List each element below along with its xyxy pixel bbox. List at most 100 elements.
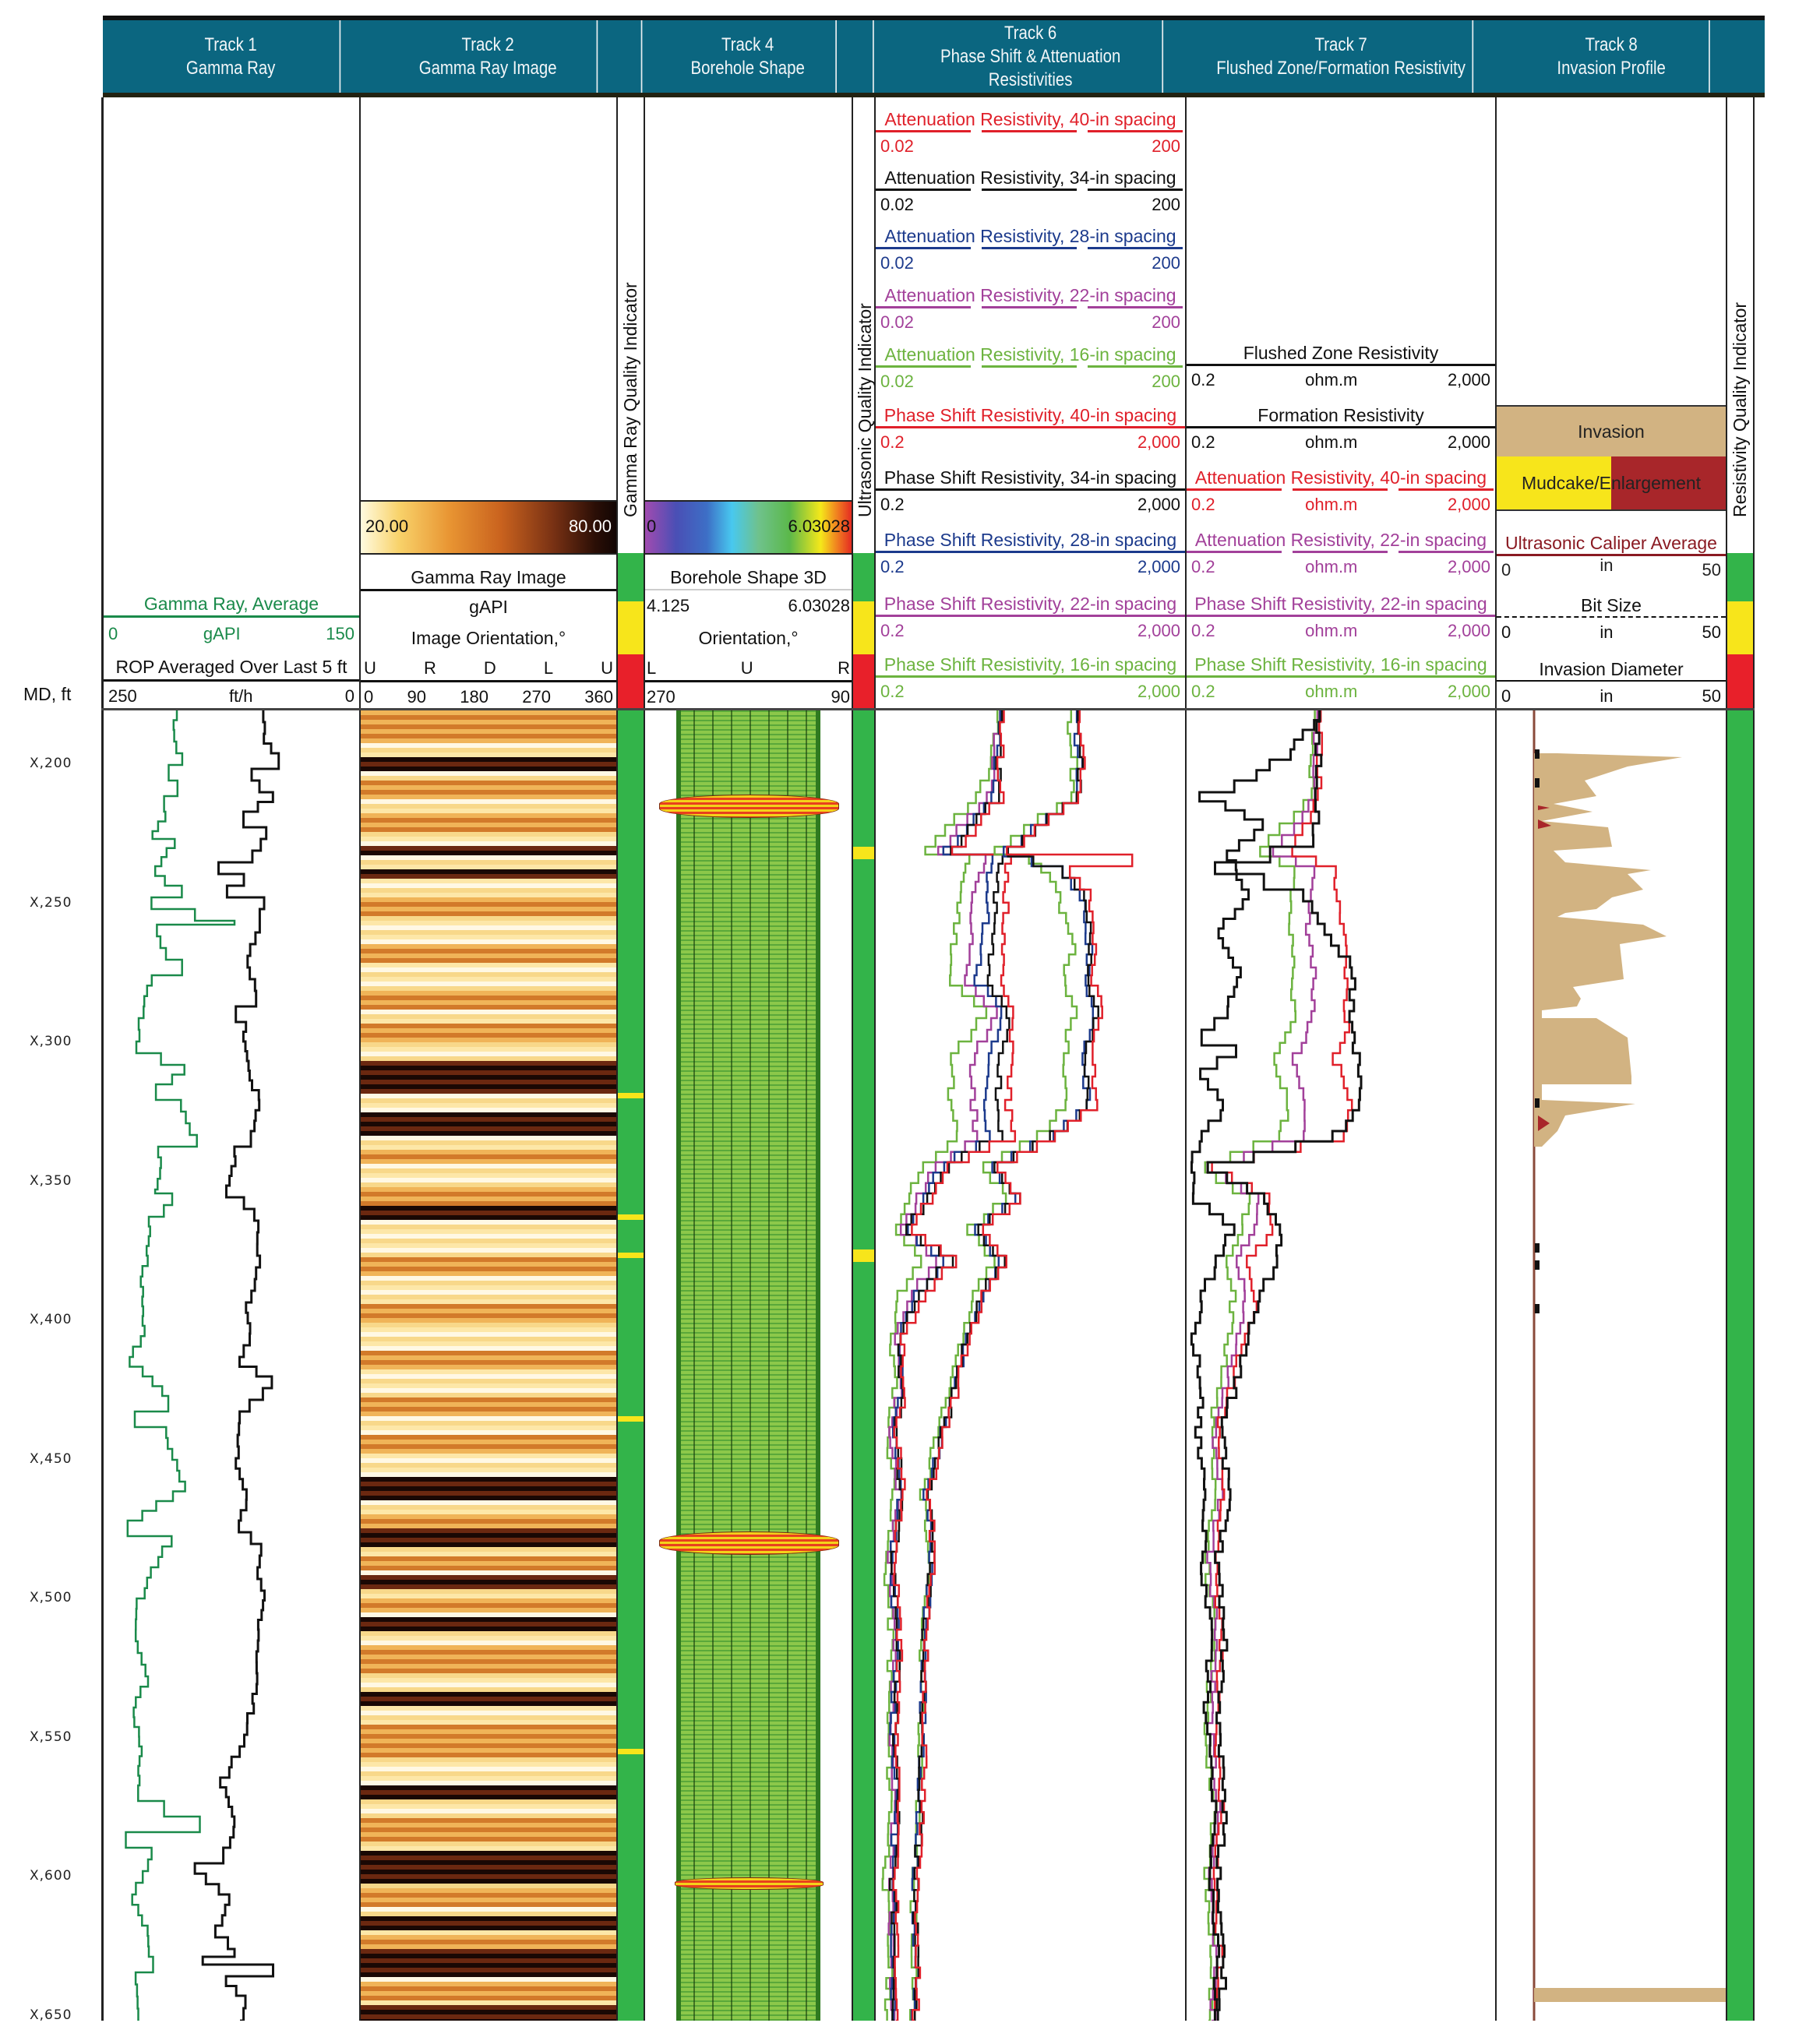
track1-header-number: Track 1 (204, 33, 257, 55)
bitsize-title: Bit Size (1581, 595, 1642, 615)
range-min: 0.2 (1191, 432, 1215, 452)
gr-image-orient-line (361, 680, 616, 682)
mudcake-legend-box: Mudcake/Enlargement (1497, 456, 1726, 511)
gr-average-line (104, 615, 359, 618)
gr-quality-indicator-label: Gamma Ray Quality Indicator (620, 282, 640, 517)
range-max: 2,000 (1447, 682, 1490, 701)
track6-curve-0-label: Attenuation Resistivity, 40-in spacing (884, 109, 1176, 129)
depth-tick: X,650 (30, 2007, 72, 2023)
us-qi-header (854, 20, 874, 93)
us-qi-flag (853, 847, 874, 859)
range-unit: ohm.m (1305, 682, 1358, 701)
track7-curve-1-label: Formation Resistivity (1257, 405, 1424, 425)
borehole-orientation-label: Orientation,° (698, 628, 799, 648)
res-qi-legend-bad (1727, 654, 1753, 708)
track7-curve-4-line (1187, 615, 1495, 617)
range-min: 0.2 (880, 432, 905, 452)
orient-value: 90 (407, 687, 426, 707)
invasion-fill (1534, 1988, 1726, 2002)
gr-qi-legend-warn (618, 601, 644, 654)
orient-letter: D (483, 658, 496, 678)
invdiam-max: 50 (1702, 686, 1721, 706)
track6-curve-4-label: Attenuation Resistivity, 16-in spacing (884, 344, 1176, 365)
depth-tick: X,350 (30, 1173, 72, 1189)
track6-header-number: Track 6 (1004, 22, 1057, 44)
track6-curve-3-range: 0.02 200 (876, 313, 1185, 332)
track4-header-title: Borehole Shape (690, 57, 805, 79)
orient-letter: U (740, 658, 753, 678)
res-qi-legend-warn (1727, 601, 1753, 654)
caliper-range: 0 in 50 (1497, 556, 1726, 580)
track7-resistivity-curve (1206, 710, 1363, 2021)
track7-resistivity-curve (1206, 710, 1319, 2021)
gr-qi-right-border (644, 97, 645, 2021)
track2-header-title: Gamma Ray Image (418, 57, 557, 79)
gr-image-colorbar-range: 20.00 80.00 (361, 517, 616, 536)
gr-qi-flag (618, 1214, 644, 1220)
track7-curve-2-line (1187, 488, 1495, 491)
track1-header: Track 1 Gamma Ray (122, 20, 341, 93)
track1-left-border (101, 97, 104, 2021)
track8-header: Track 8 Invasion Profile (1514, 20, 1710, 93)
range-min: 0.2 (1191, 495, 1215, 514)
res-qi-header (1730, 20, 1762, 93)
track6-resistivity-curve (888, 710, 1011, 2021)
header-bar: Track 1 Gamma Ray Track 2 Gamma Ray Imag… (103, 16, 1765, 97)
invasion-diameter-title: Invasion Diameter (1539, 659, 1684, 679)
track6-curve-1-line (876, 189, 1185, 191)
rop-max: 0 (344, 686, 354, 706)
track6-header: Track 6 Phase Shift & Attenuation Resist… (899, 20, 1164, 93)
track1-header-title: Gamma Ray (185, 57, 276, 79)
track6-resistivity-curve (912, 710, 1099, 2021)
rop-curve (193, 710, 280, 2021)
gr-image-title: Gamma Ray Image (411, 567, 566, 587)
range-min: 0.2 (880, 621, 905, 640)
gr-image-unit: gAPI (469, 597, 508, 617)
track6-right-border (1185, 97, 1187, 2021)
track6-curve-8-line (876, 615, 1185, 617)
range-min: 0.2 (1191, 370, 1215, 389)
track6-curve-3-line (876, 306, 1185, 308)
bitsize-mark (1535, 1304, 1540, 1313)
borehole-range-max: 6.03028 (788, 596, 850, 615)
track7-resistivity-curve (1190, 710, 1321, 2021)
track7-curve-3-line (1187, 551, 1495, 553)
gr-qi-flag (618, 1253, 644, 1258)
bitsize-line (1497, 616, 1726, 618)
borehole-orient-line (645, 680, 852, 682)
gr-image-orient-values: 0 90 180 270 360 (361, 688, 616, 707)
gr-qi-header (619, 20, 643, 93)
orient-letter: U (601, 658, 613, 678)
range-min: 0.2 (880, 682, 905, 701)
range-min: 0.02 (880, 136, 914, 156)
borehole-scale-max: 6.03028 (788, 516, 850, 536)
track6-curve-0-range: 0.02 200 (876, 137, 1185, 156)
track6-curve-6-range: 0.2 2,000 (876, 495, 1185, 514)
gr-image-colorbar (361, 500, 616, 555)
range-min: 0.2 (880, 557, 905, 576)
track2-right-border (616, 97, 618, 2021)
rop-title: ROP Averaged Over Last 5 ft (115, 657, 347, 677)
track8-header-number: Track 8 (1585, 33, 1638, 55)
track7-header-number: Track 7 (1314, 33, 1367, 55)
range-max: 2,000 (1447, 557, 1490, 576)
legend-bottom-divider (101, 708, 1755, 710)
range-min: 0.2 (1191, 557, 1215, 576)
mudcake-fill (1538, 805, 1550, 810)
range-min: 0.02 (880, 372, 914, 391)
borehole-shape-range: 4.125 6.03028 (645, 597, 852, 615)
gr-image-scale-min: 20.00 (365, 516, 409, 536)
depth-tick: X,550 (30, 1729, 72, 1745)
track6-curve-7-range: 0.2 2,000 (876, 558, 1185, 576)
mudcake-fill (1538, 819, 1551, 829)
track6-curve-2-range: 0.02 200 (876, 254, 1185, 273)
borehole-scale-min: 0 (647, 516, 657, 536)
borehole-range-min: 4.125 (647, 596, 690, 615)
orient-value: 0 (364, 687, 374, 707)
bitsize-mark (1535, 778, 1540, 788)
range-min: 0.02 (880, 312, 914, 332)
bitsize-range: 0 in 50 (1497, 623, 1726, 642)
range-unit: ohm.m (1305, 370, 1358, 389)
track7-curve-5-label: Phase Shift Resistivity, 16-in spacing (1194, 654, 1487, 675)
track6-curve-3-label: Attenuation Resistivity, 22-in spacing (884, 285, 1176, 305)
